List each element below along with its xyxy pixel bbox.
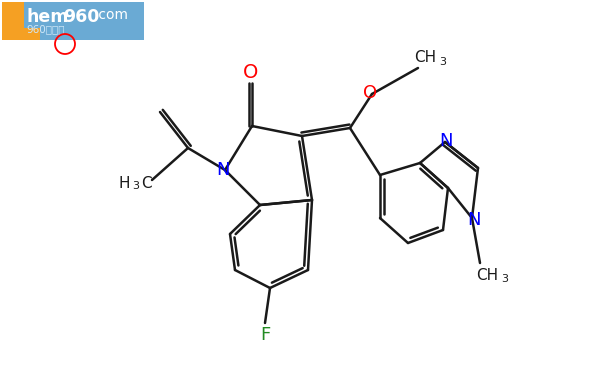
FancyBboxPatch shape: [2, 2, 24, 40]
Text: F: F: [260, 326, 270, 344]
Text: O: O: [243, 63, 259, 81]
Text: 960化工网: 960化工网: [26, 24, 65, 34]
Text: N: N: [216, 161, 230, 179]
Text: N: N: [439, 132, 453, 150]
FancyBboxPatch shape: [2, 2, 144, 40]
Text: CH: CH: [414, 51, 436, 66]
FancyBboxPatch shape: [2, 28, 40, 40]
Text: CH: CH: [476, 267, 498, 282]
Text: hem: hem: [26, 8, 68, 26]
Text: .com: .com: [95, 8, 129, 22]
Text: C: C: [141, 176, 151, 190]
Text: 3: 3: [439, 57, 446, 67]
Text: 3: 3: [132, 181, 140, 191]
Text: N: N: [467, 211, 481, 229]
Text: H: H: [118, 176, 129, 190]
Text: 960: 960: [63, 8, 99, 26]
Text: 3: 3: [502, 274, 508, 284]
Text: O: O: [363, 84, 377, 102]
